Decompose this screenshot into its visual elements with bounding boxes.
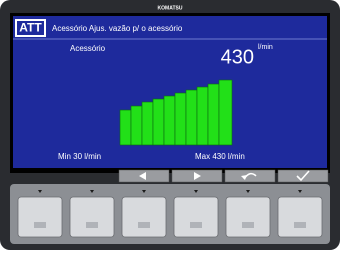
max-label: Max 430 l/min bbox=[195, 152, 245, 161]
monitor: KOMATSU ATT Acessório Ajus. vazão p/ o a… bbox=[0, 0, 340, 250]
min-label: Min 30 l/min bbox=[58, 152, 101, 161]
header: Acessório Ajus. vazão p/ o acessório bbox=[52, 24, 183, 33]
value: 430 bbox=[221, 46, 254, 68]
mode-badge: ATT bbox=[19, 21, 42, 35]
unit: l/min bbox=[258, 44, 273, 51]
brand: KOMATSU bbox=[158, 5, 183, 11]
item-label: Acessório bbox=[70, 44, 106, 53]
